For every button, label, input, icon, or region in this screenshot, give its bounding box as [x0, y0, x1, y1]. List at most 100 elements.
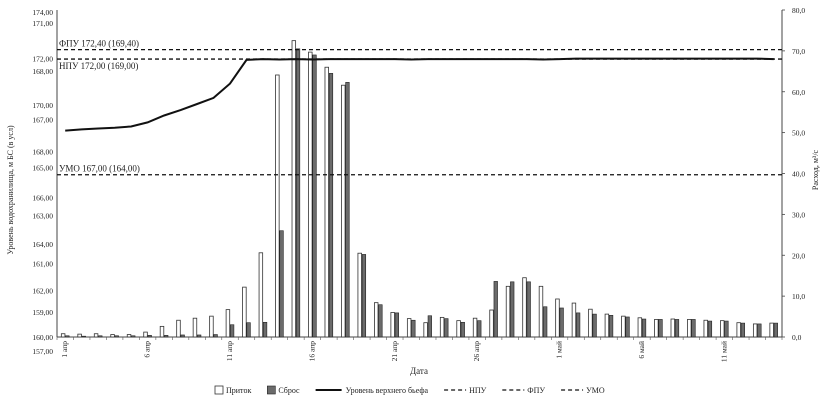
inflow-bar [752, 323, 758, 338]
left-tick-label: 157,00 [32, 347, 53, 356]
outflow-bar [295, 48, 301, 338]
outflow-bar [394, 312, 399, 338]
inflow-bar [291, 40, 297, 338]
outflow-bar [279, 230, 284, 338]
left-tick-label: 163,00 [32, 212, 53, 221]
right-tick-label: 60,0 [792, 88, 805, 97]
outflow-bar [444, 318, 449, 338]
outflow-bar [608, 315, 614, 338]
inflow-bar [703, 319, 708, 338]
outflow-bar [98, 335, 103, 338]
inflow-bar [670, 318, 675, 338]
reference-lines [57, 48, 782, 176]
left-tick-label: 170,00 [32, 101, 53, 110]
left-tick-label: 168,00 [32, 67, 53, 76]
inflow-bar [374, 302, 379, 338]
outflow-bar [641, 318, 647, 338]
legend-label-Приток: Приток [226, 386, 251, 395]
left-tick-label: 162,00 [32, 287, 53, 296]
inflow-bar [357, 252, 362, 338]
outflow-bar [576, 312, 581, 338]
inflow-bar [769, 322, 774, 338]
inflow-bar [126, 334, 132, 338]
inflow-bar [159, 325, 165, 338]
right-tick-label: 80,0 [792, 6, 805, 15]
inflow-bar [341, 84, 346, 338]
legend: Приток Сброс Уровень верхнего бьефа НПУ ФПУ У… [214, 385, 605, 395]
left-tick-label: 160,00 [32, 333, 53, 342]
inflow-bar [637, 317, 643, 338]
right-tick-label: 70,0 [792, 47, 805, 56]
inflow-bar [110, 334, 115, 338]
left-tick-label: 172,00 [32, 54, 53, 63]
inflow-bar [225, 309, 231, 338]
level-line [65, 57, 774, 132]
outflow-bar [180, 334, 185, 338]
inflow-bar [390, 312, 395, 338]
inflow-bar [489, 309, 494, 338]
outflow-bar [65, 335, 70, 338]
inflow-bar [621, 315, 626, 338]
outflow-bar [625, 316, 630, 338]
left-axis-title: Уровень водохранилища, м БС (в усл) [6, 125, 15, 255]
inflow-bar [687, 319, 692, 338]
legend-label-УМО: УМО [586, 386, 605, 395]
inflow-bar [555, 298, 560, 338]
inflow-bar [720, 320, 725, 338]
left-tick-label: 166,00 [32, 194, 53, 203]
right-tick-label: 10,0 [792, 292, 805, 301]
legend-label-Уровень верхнего бьефа: Уровень верхнего бьефа [346, 386, 429, 395]
inflow-bar [143, 331, 148, 338]
left-tick-label: 165,00 [32, 163, 53, 172]
outflow-bar [510, 281, 515, 338]
right-tick-label: 30,0 [792, 210, 805, 219]
outflow-bar [378, 304, 383, 338]
outflow-bar [131, 335, 136, 338]
inflow-bar [275, 74, 280, 338]
inflow-bar [176, 319, 181, 338]
outflow-bar [724, 320, 729, 338]
annotations: ФПУ 172,40 (169,40) НПУ 172,00 (169,00) УМ… [59, 39, 140, 174]
legend-label-НПУ: НПУ [469, 386, 487, 395]
annotation-ФПУ: ФПУ 172,40 (169,40) [59, 39, 139, 49]
outflow-bar [460, 321, 465, 338]
inflow-bar [324, 66, 329, 338]
x-tick-label: 21 апр [390, 341, 399, 362]
bars [60, 40, 778, 338]
outflow-bar [477, 320, 482, 338]
outflow-bar [81, 335, 86, 338]
left-tick-label: 168,00 [32, 147, 53, 156]
inflow-bar [505, 285, 511, 338]
x-tick-label: 26 апр [472, 341, 481, 362]
outflow-bar [757, 323, 762, 338]
left-tick-label: 164,00 [32, 240, 53, 249]
inflow-bar [571, 302, 577, 338]
outflow-bar [674, 319, 680, 338]
outflow-bar [543, 306, 548, 338]
outflow-bar [411, 319, 416, 338]
legend-label-Сброс: Сброс [278, 386, 300, 395]
legend-label-ФПУ: ФПУ [527, 386, 545, 395]
outflow-bar [197, 334, 202, 338]
left-tick-label: 159,00 [32, 308, 53, 317]
outflow-bar [312, 54, 317, 338]
x-tick-label: 11 апр [225, 341, 234, 361]
x-tick-label: 1 май [555, 341, 564, 359]
inflow-bar [93, 333, 99, 338]
x-tick-label: 6 май [637, 341, 646, 359]
right-axis: 80,0 70,0 60,0 50,0 40,0 30,0 20,0 10,0 0,0 [782, 6, 805, 342]
left-tick-label: 171,00 [32, 19, 53, 28]
annotation-УМО: УМО 167,00 (164,00) [59, 164, 140, 174]
inflow-bar [258, 252, 264, 338]
inflow-bar [522, 277, 527, 338]
x-tick-label: 1 апр [60, 341, 69, 358]
inflow-bar [456, 320, 461, 338]
inflow-bar [604, 313, 610, 338]
outflow-bar [691, 319, 696, 338]
inflow-bar [588, 308, 593, 338]
outflow-bar [773, 322, 778, 338]
outflow-bar [592, 313, 597, 338]
inflow-bar [736, 322, 741, 338]
left-tick-label: 167,00 [32, 115, 53, 124]
